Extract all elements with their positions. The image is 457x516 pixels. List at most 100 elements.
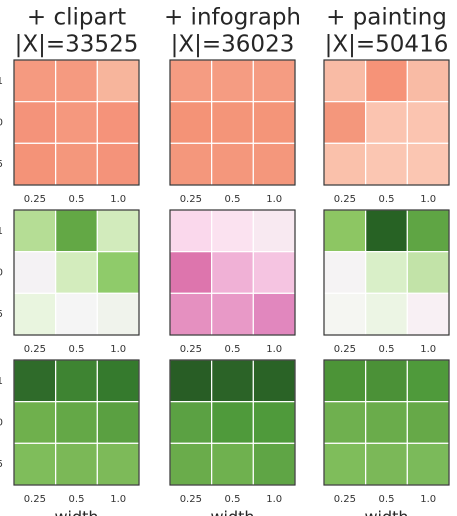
heatmap-cell <box>169 209 213 253</box>
heatmap-cell <box>211 292 254 336</box>
x-tick-label: 1.0 <box>110 344 126 355</box>
heatmap-cell <box>323 251 367 294</box>
y-tick-label: 5 <box>0 159 3 170</box>
heatmap <box>13 209 140 336</box>
heatmap-cell <box>96 142 140 186</box>
y-tick-label: 0 <box>0 118 3 129</box>
heatmap-cell <box>323 209 367 253</box>
chart-title: + infograph <box>164 5 301 31</box>
x-tick-label: 0.5 <box>69 494 85 505</box>
heatmap-cell <box>55 101 98 144</box>
heatmap-cell <box>323 292 367 336</box>
heatmap-cell <box>13 101 57 144</box>
y-tick-label: 1 <box>0 226 3 237</box>
chart-title: |X|=36023 <box>171 32 295 58</box>
heatmap-cell <box>323 101 367 144</box>
x-tick-label: 1.0 <box>420 494 436 505</box>
heatmap-cell <box>252 59 296 103</box>
x-tick-label: 0.5 <box>379 194 395 205</box>
heatmap-cell <box>406 442 450 486</box>
heatmap-cell <box>365 292 408 336</box>
heatmap-cell <box>252 401 296 444</box>
heatmap-cell <box>406 251 450 294</box>
heatmap-cell <box>13 401 57 444</box>
x-tick-label: 0.5 <box>69 344 85 355</box>
x-tick-label: 1.0 <box>266 494 282 505</box>
y-tick-label: 5 <box>0 459 3 470</box>
heatmap-cell <box>323 359 367 403</box>
x-tick-label: 1.0 <box>420 194 436 205</box>
chart-title: + clipart <box>27 5 126 31</box>
heatmap-cell <box>211 59 254 103</box>
x-tick-label: 0.5 <box>69 194 85 205</box>
heatmap-border <box>13 359 140 486</box>
heatmap-cell <box>406 59 450 103</box>
heatmap-cell <box>96 59 140 103</box>
x-tick-label: 0.5 <box>225 344 241 355</box>
heatmap-border <box>323 209 450 336</box>
heatmap-cell <box>13 442 57 486</box>
heatmap-cell <box>365 101 408 144</box>
heatmap-cell <box>252 209 296 253</box>
heatmap-cell <box>169 442 213 486</box>
y-tick-label: 1 <box>0 76 3 87</box>
heatmap-cell <box>55 251 98 294</box>
heatmap-cell <box>406 359 450 403</box>
heatmap-cell <box>13 251 57 294</box>
heatmap-cell <box>323 401 367 444</box>
heatmap-cell <box>96 101 140 144</box>
x-tick-label: 0.25 <box>334 344 356 355</box>
heatmap-cell <box>365 209 408 253</box>
chart-title: |X|=50416 <box>325 32 449 58</box>
heatmap-cell <box>55 209 98 253</box>
heatmap-cell <box>365 359 408 403</box>
heatmap-cell <box>323 59 367 103</box>
heatmap-cell <box>169 59 213 103</box>
x-tick-label: 1.0 <box>420 344 436 355</box>
heatmap <box>323 59 450 186</box>
heatmap-cell <box>365 59 408 103</box>
heatmap-cell <box>13 209 57 253</box>
heatmap-cell <box>55 292 98 336</box>
heatmap-cell <box>252 442 296 486</box>
heatmap-cell <box>169 251 213 294</box>
heatmap-cell <box>55 401 98 444</box>
heatmap-cell <box>55 142 98 186</box>
heatmap-cell <box>406 101 450 144</box>
heatmap-cell <box>252 251 296 294</box>
x-tick-label: 0.25 <box>334 194 356 205</box>
heatmap-cell <box>252 142 296 186</box>
heatmap <box>323 209 450 336</box>
x-tick-label: 1.0 <box>266 194 282 205</box>
x-axis-label: width <box>364 508 408 516</box>
heatmap-cell <box>211 251 254 294</box>
heatmap <box>13 359 140 486</box>
heatmap-cell <box>365 142 408 186</box>
x-tick-label: 0.25 <box>334 494 356 505</box>
heatmap-border <box>13 209 140 336</box>
x-tick-label: 0.25 <box>24 344 46 355</box>
heatmap-cell <box>169 142 213 186</box>
heatmap-cell <box>365 442 408 486</box>
heatmap-border <box>169 209 296 336</box>
x-tick-label: 0.5 <box>225 494 241 505</box>
x-tick-label: 1.0 <box>110 194 126 205</box>
heatmap-cell <box>406 292 450 336</box>
heatmap-cell <box>406 209 450 253</box>
heatmap-cell <box>96 401 140 444</box>
x-axis-label: width <box>210 508 254 516</box>
y-tick-label: 0 <box>0 418 3 429</box>
heatmap <box>169 59 296 186</box>
x-tick-label: 0.5 <box>225 194 241 205</box>
chart-title: + painting <box>326 5 447 31</box>
heatmap-cell <box>96 251 140 294</box>
heatmap-cell <box>96 292 140 336</box>
heatmap-border <box>323 59 450 186</box>
heatmap-cell <box>211 401 254 444</box>
y-tick-label: 0 <box>0 268 3 279</box>
chart-title: |X|=33525 <box>15 32 139 58</box>
x-tick-label: 0.5 <box>379 344 395 355</box>
heatmap-cell <box>211 142 254 186</box>
heatmap <box>169 359 296 486</box>
